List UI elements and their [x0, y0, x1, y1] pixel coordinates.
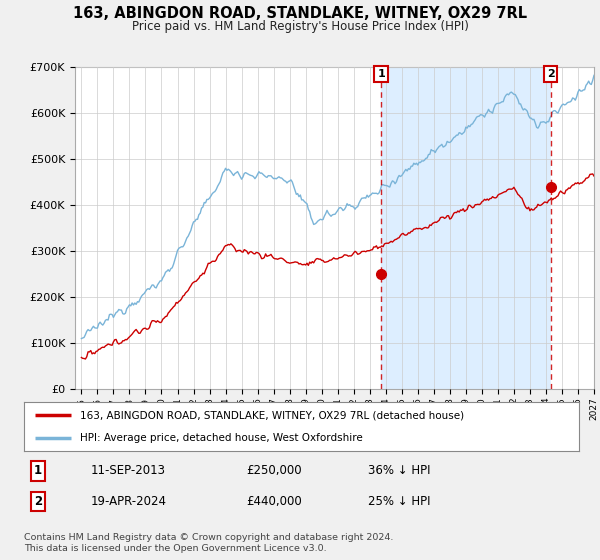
Text: 1: 1	[377, 69, 385, 79]
Bar	[381, 67, 551, 389]
Bar	[551, 67, 594, 389]
Text: 19-APR-2024: 19-APR-2024	[91, 495, 167, 508]
Text: 163, ABINGDON ROAD, STANDLAKE, WITNEY, OX29 7RL (detached house): 163, ABINGDON ROAD, STANDLAKE, WITNEY, O…	[79, 410, 464, 421]
Text: £250,000: £250,000	[246, 464, 302, 478]
Text: 11-SEP-2013: 11-SEP-2013	[91, 464, 166, 478]
Text: £440,000: £440,000	[246, 495, 302, 508]
Text: Price paid vs. HM Land Registry's House Price Index (HPI): Price paid vs. HM Land Registry's House …	[131, 20, 469, 32]
Text: 1: 1	[34, 464, 42, 478]
Text: 25% ↓ HPI: 25% ↓ HPI	[368, 495, 431, 508]
Text: HPI: Average price, detached house, West Oxfordshire: HPI: Average price, detached house, West…	[79, 433, 362, 444]
Text: 36% ↓ HPI: 36% ↓ HPI	[368, 464, 431, 478]
Text: 163, ABINGDON ROAD, STANDLAKE, WITNEY, OX29 7RL: 163, ABINGDON ROAD, STANDLAKE, WITNEY, O…	[73, 6, 527, 21]
Text: Contains HM Land Registry data © Crown copyright and database right 2024.
This d: Contains HM Land Registry data © Crown c…	[24, 533, 394, 553]
Bar	[551, 67, 594, 389]
Text: 2: 2	[34, 495, 42, 508]
Text: 2: 2	[547, 69, 554, 79]
